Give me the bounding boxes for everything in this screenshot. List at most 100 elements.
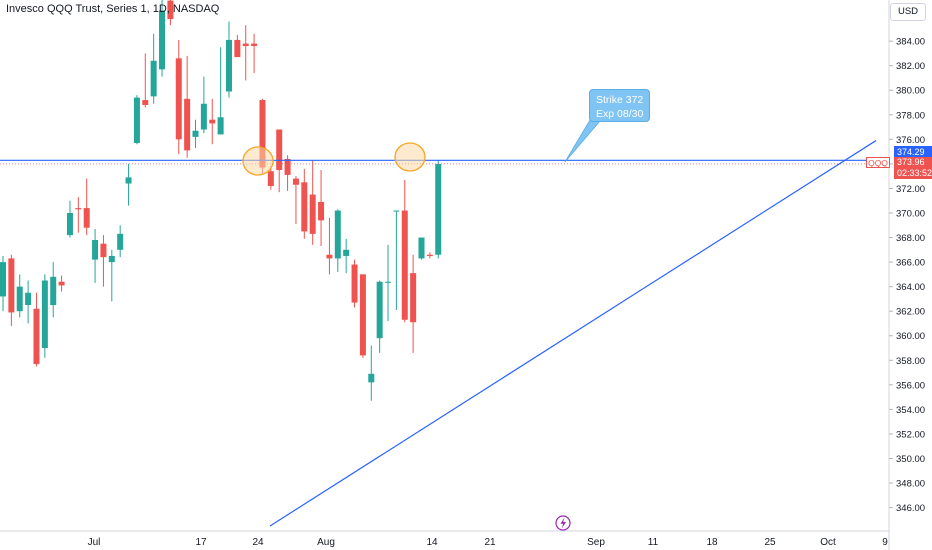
bar-countdown: 02:33:52 <box>897 168 932 178</box>
callout-pointer <box>564 119 601 163</box>
candle-body[interactable] <box>58 281 65 286</box>
price-tick-label: 362.00 <box>896 307 925 318</box>
candle-body[interactable] <box>326 254 333 259</box>
candle-body[interactable] <box>426 254 433 256</box>
candle-body[interactable] <box>192 130 199 137</box>
price-tick-label: 380.00 <box>896 86 925 97</box>
candle-body[interactable] <box>184 98 191 151</box>
price-tick-label: 352.00 <box>896 429 925 440</box>
candle-body[interactable] <box>259 100 266 168</box>
candle-body[interactable] <box>359 274 366 356</box>
time-tick-label: Jul <box>88 537 101 548</box>
time-tick-label: Oct <box>820 537 836 548</box>
candle-body[interactable] <box>418 237 425 259</box>
candle-body[interactable] <box>50 276 57 306</box>
price-tick-label: 348.00 <box>896 479 925 490</box>
candle-body[interactable] <box>0 262 6 297</box>
candle-body[interactable] <box>175 58 182 140</box>
highlight-circle[interactable] <box>242 146 274 176</box>
candle-body[interactable] <box>251 43 258 47</box>
candle-body[interactable] <box>309 194 316 234</box>
price-tick-label: 366.00 <box>896 258 925 269</box>
candle-body[interactable] <box>167 0 174 20</box>
candle-body[interactable] <box>159 10 166 70</box>
candle-body[interactable] <box>142 100 149 105</box>
ticker-tag: QQQ <box>866 157 890 168</box>
time-tick-label: 11 <box>648 537 659 548</box>
time-tick-label: Aug <box>317 537 335 548</box>
candle-body[interactable] <box>334 210 341 259</box>
candle-body[interactable] <box>276 129 283 171</box>
candle-body[interactable] <box>33 308 40 364</box>
candle-body[interactable] <box>209 119 216 124</box>
candle-body[interactable] <box>16 286 23 312</box>
candle-body[interactable] <box>284 158 291 175</box>
candle-body[interactable] <box>217 117 224 135</box>
candle-body[interactable] <box>435 163 442 255</box>
candle-body[interactable] <box>318 201 325 221</box>
time-axis[interactable]: Jul 17 24 Aug 14 21 Sep 11 18 25 Oct 9 <box>0 530 889 548</box>
candle-body[interactable] <box>25 292 32 306</box>
candle-body[interactable] <box>108 255 115 263</box>
candle-body[interactable] <box>351 264 358 303</box>
candle-body[interactable] <box>150 60 157 97</box>
candle-body[interactable] <box>343 249 350 256</box>
time-tick-label: Sep <box>587 537 605 548</box>
time-tick-label: 25 <box>764 537 776 548</box>
chart-overlays <box>0 119 889 531</box>
price-tick-label: 350.00 <box>896 454 925 465</box>
candle-body[interactable] <box>41 280 48 349</box>
time-tick-label: 21 <box>484 537 496 548</box>
callout-strike-label: Strike 372 <box>596 94 644 106</box>
price-tick-label: 356.00 <box>896 380 925 391</box>
price-tick-label: 368.00 <box>896 233 925 244</box>
price-tick-label: 354.00 <box>896 405 925 416</box>
last-price-value: 373.96 <box>897 157 925 167</box>
price-axis[interactable]: 384.00382.00380.00378.00376.00374.00372.… <box>888 0 925 550</box>
candle-body[interactable] <box>234 39 241 58</box>
price-tick-label: 346.00 <box>896 503 925 514</box>
candle-body[interactable] <box>75 208 82 210</box>
candle-body[interactable] <box>225 39 232 92</box>
candle-body[interactable] <box>83 208 90 228</box>
trend-line[interactable] <box>269 140 877 527</box>
lightning-icon[interactable] <box>555 515 571 531</box>
candle-body[interactable] <box>100 243 107 258</box>
price-tick-label: 360.00 <box>896 331 925 342</box>
candle-body[interactable] <box>125 177 132 184</box>
callout-expiry-label: Exp 08/30 <box>596 108 644 120</box>
strike-callout[interactable]: Strike 372 Exp 08/30 <box>589 89 650 122</box>
candle-body[interactable] <box>385 281 392 283</box>
candle-body[interactable] <box>393 210 400 212</box>
candle-body[interactable] <box>376 281 383 339</box>
price-tick-label: 384.00 <box>896 37 925 48</box>
price-tick-label: 378.00 <box>896 110 925 121</box>
candle-body[interactable] <box>117 233 124 250</box>
candle-body[interactable] <box>133 97 140 144</box>
price-tick-label: 370.00 <box>896 208 925 219</box>
candle-body[interactable] <box>292 178 299 185</box>
highlight-circle[interactable] <box>394 142 426 172</box>
level-price-tag: 374.29 <box>894 146 932 158</box>
candle-body[interactable] <box>242 43 249 47</box>
candle-body[interactable] <box>8 258 15 313</box>
price-tick-label: 364.00 <box>896 282 925 293</box>
candle-body[interactable] <box>92 239 99 260</box>
time-tick-label: 17 <box>195 537 207 548</box>
price-tick-label: 372.00 <box>896 184 925 195</box>
candle-body[interactable] <box>401 210 408 320</box>
time-tick-label: 9 <box>882 537 888 548</box>
candle-body[interactable] <box>410 273 417 323</box>
time-tick-label: 24 <box>252 537 264 548</box>
currency-button[interactable]: USD <box>890 3 926 21</box>
candle-body[interactable] <box>301 182 308 232</box>
candle-body[interactable] <box>267 171 274 186</box>
last-price-tag: 373.96 02:33:52 <box>894 157 932 179</box>
time-tick-label: 18 <box>706 537 718 548</box>
plot-area[interactable] <box>0 0 442 401</box>
candle-body[interactable] <box>368 373 375 383</box>
candle-body[interactable] <box>200 103 207 130</box>
time-tick-label: 14 <box>426 537 438 548</box>
candle-body[interactable] <box>66 212 73 236</box>
